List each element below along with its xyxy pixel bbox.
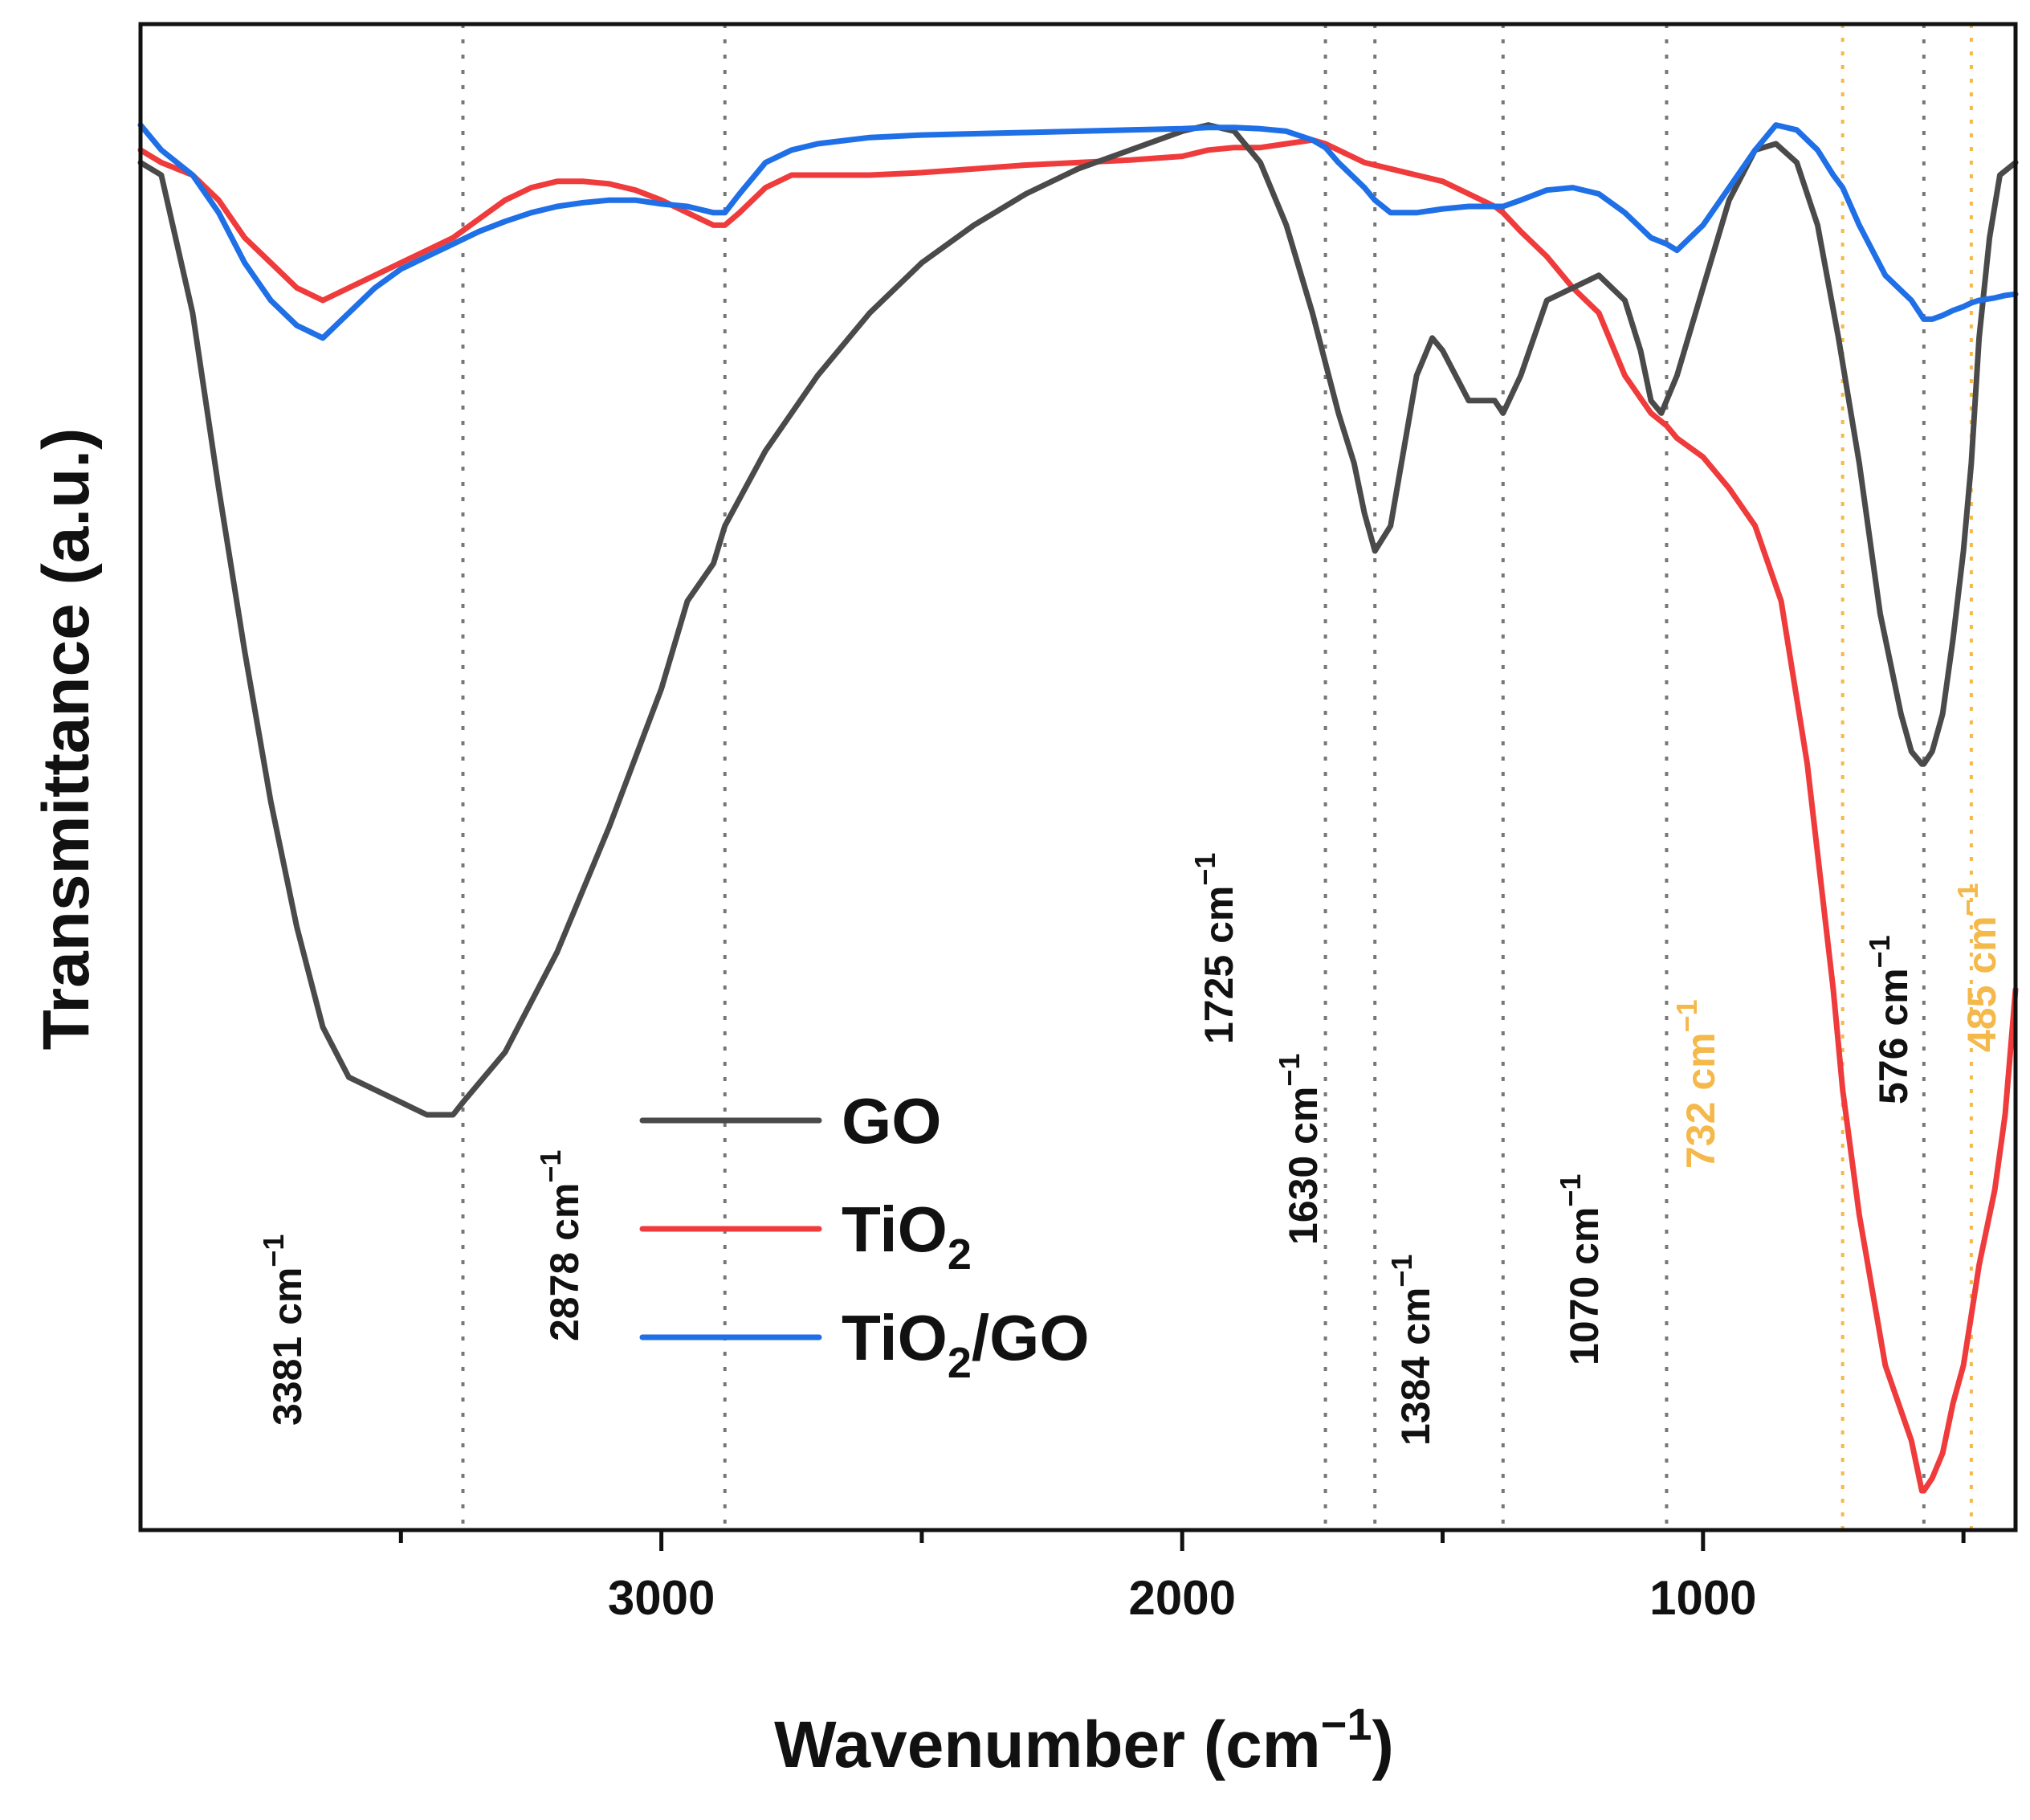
peak-label-sup-3381: −1 [257, 1234, 290, 1267]
peak-label-sup-1384: −1 [1385, 1255, 1418, 1287]
legend-label-go: GO [842, 1085, 941, 1157]
legend-suffix: /GO [972, 1302, 1090, 1373]
peak-label-text-1070: 1070 cm [1562, 1207, 1607, 1365]
peak-label-1630: 1630 cm−1 [1273, 1054, 1326, 1245]
x-axis-title-sup: −1 [1321, 1699, 1372, 1749]
peak-label-sup-1630: −1 [1273, 1054, 1306, 1087]
peak-label-text-1725: 1725 cm [1196, 886, 1241, 1044]
x-tick-label-3000: 3000 [608, 1571, 715, 1625]
series-line-tio2 [137, 137, 2019, 1494]
peak-label-732: 732 cm−1 [1670, 999, 1723, 1169]
peak-label-1384: 1384 cm−1 [1385, 1255, 1438, 1446]
legend-subscript: 2 [948, 1230, 972, 1279]
peak-label-text-2878: 2878 cm [542, 1183, 587, 1341]
legend-text: TiO [842, 1302, 948, 1373]
peak-label-sup-1725: −1 [1188, 853, 1221, 886]
peak-label-text-1384: 1384 cm [1393, 1287, 1438, 1446]
x-axis-title-text: Wavenumber (cm [774, 1708, 1320, 1781]
series-line-go [137, 122, 2019, 1118]
peak-label-1070: 1070 cm−1 [1554, 1174, 1607, 1365]
x-axis-title-close: ) [1372, 1708, 1394, 1781]
peak-label-485: 485 cm−1 [1951, 883, 2004, 1052]
x-axis-title: Wavenumber (cm−1) [774, 1699, 1394, 1781]
peak-label-sup-576: −1 [1863, 935, 1896, 968]
peak-label-sup-1070: −1 [1554, 1174, 1587, 1207]
x-axis-tick-labels: 3000 2000 1000 [608, 1571, 1757, 1625]
peak-label-576: 576 cm−1 [1863, 935, 1916, 1104]
peak-label-1725: 1725 cm−1 [1188, 853, 1241, 1044]
series-line-tio2-go [137, 122, 2019, 341]
y-axis-title: Transmittance (a.u.) [30, 428, 103, 1051]
x-tick-label-1000: 1000 [1649, 1571, 1756, 1625]
peak-label-sup-2878: −1 [534, 1150, 567, 1183]
series-lines [137, 122, 2019, 1494]
peak-label-text-732: 732 cm [1678, 1032, 1723, 1169]
peak-label-text-1630: 1630 cm [1281, 1087, 1326, 1245]
peak-guide-lines [461, 24, 1973, 1530]
peak-label-text-3381: 3381 cm [265, 1267, 310, 1426]
legend-text: GO [842, 1085, 941, 1157]
x-tick-label-2000: 2000 [1128, 1571, 1235, 1625]
plot-frame [138, 22, 2018, 1532]
legend-label-tio2: TiO2 [842, 1194, 972, 1279]
legend-label-tio2-go: TiO2/GO [842, 1302, 1090, 1387]
x-axis-ticks [398, 1530, 1966, 1551]
peak-label-2878: 2878 cm−1 [534, 1150, 587, 1341]
peak-label-3381: 3381 cm−1 [257, 1234, 310, 1426]
peak-label-sup-732: −1 [1670, 999, 1703, 1032]
peak-label-text-576: 576 cm [1871, 968, 1916, 1104]
peak-label-text-485: 485 cm [1959, 916, 2004, 1052]
legend-text: TiO [842, 1194, 948, 1265]
peak-label-sup-485: −1 [1951, 883, 1984, 916]
legend-subscript: 2 [948, 1339, 972, 1387]
